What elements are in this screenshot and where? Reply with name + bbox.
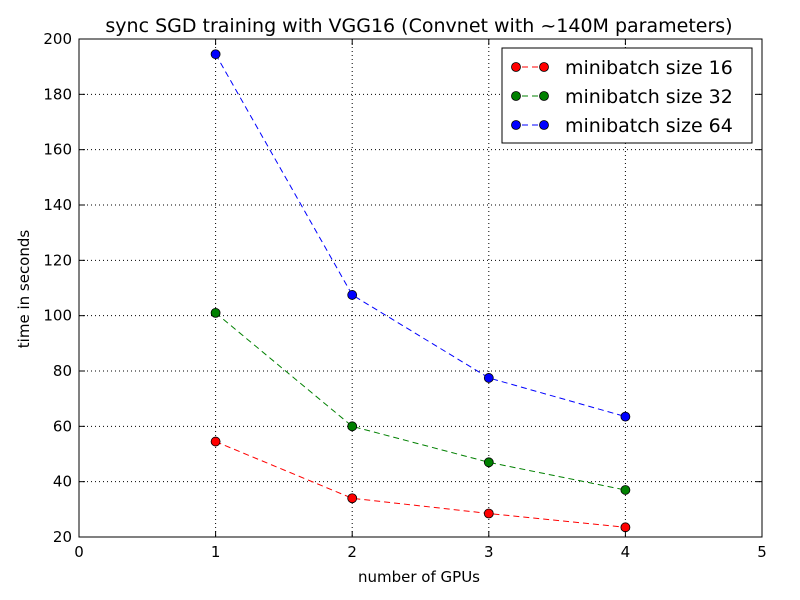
legend-marker	[539, 62, 549, 72]
y-tick-label: 60	[53, 417, 72, 435]
x-tick-label: 5	[757, 543, 767, 561]
data-point	[210, 307, 221, 318]
data-point	[347, 290, 358, 300]
series-2	[210, 307, 631, 495]
x-tick-label: 3	[484, 543, 494, 561]
legend-marker	[539, 120, 549, 130]
series-line	[215, 441, 626, 528]
data-point	[347, 493, 358, 504]
data-point	[620, 522, 631, 533]
y-tick-label: 40	[53, 473, 72, 491]
grid	[79, 39, 762, 537]
x-tick-label: 0	[74, 543, 84, 561]
series-layer	[210, 49, 631, 533]
legend-marker	[511, 62, 521, 72]
y-tick-label: 80	[53, 362, 72, 380]
y-tick-label: 140	[43, 196, 72, 214]
y-tick-label: 120	[43, 251, 72, 269]
y-tick-label: 200	[43, 30, 72, 48]
x-tick-label: 4	[621, 543, 631, 561]
plot-frame	[78, 38, 763, 538]
x-axis-label: number of GPUs	[358, 568, 480, 586]
legend-label: minibatch size 16	[565, 57, 733, 79]
legend-marker	[539, 91, 549, 101]
data-point	[483, 457, 494, 468]
series-3	[210, 49, 631, 422]
y-axis-label: time in seconds	[15, 230, 33, 349]
y-tick-label: 20	[53, 528, 72, 546]
legend-marker	[511, 91, 521, 101]
ticks: 0 1 2 3 4 5 20 40 60 80 100 120 140 160 180 200	[43, 30, 766, 561]
legend-label: minibatch size 64	[565, 115, 733, 137]
data-point	[210, 49, 221, 60]
data-point	[210, 436, 221, 447]
y-tick-label: 160	[43, 141, 72, 159]
legend-label: minibatch size 32	[565, 86, 733, 108]
chart-title: sync SGD training with VGG16 (Convnet wi…	[105, 15, 732, 37]
x-tick-label: 2	[347, 543, 357, 561]
y-tick-label: 180	[43, 85, 72, 103]
data-point	[483, 373, 494, 383]
legend-item: minibatch size 32	[511, 86, 733, 108]
series-1	[210, 436, 631, 533]
data-point	[347, 421, 358, 432]
legend-item: minibatch size 16	[511, 57, 733, 79]
data-point	[620, 411, 631, 422]
legend-item: minibatch size 64	[511, 115, 733, 137]
data-point	[620, 485, 631, 495]
x-tick-label: 1	[211, 543, 221, 561]
y-tick-label: 100	[43, 307, 72, 325]
legend-marker	[511, 120, 521, 130]
data-point	[483, 508, 494, 519]
legend: minibatch size 16 minibatch size 32 miniba…	[501, 47, 753, 144]
